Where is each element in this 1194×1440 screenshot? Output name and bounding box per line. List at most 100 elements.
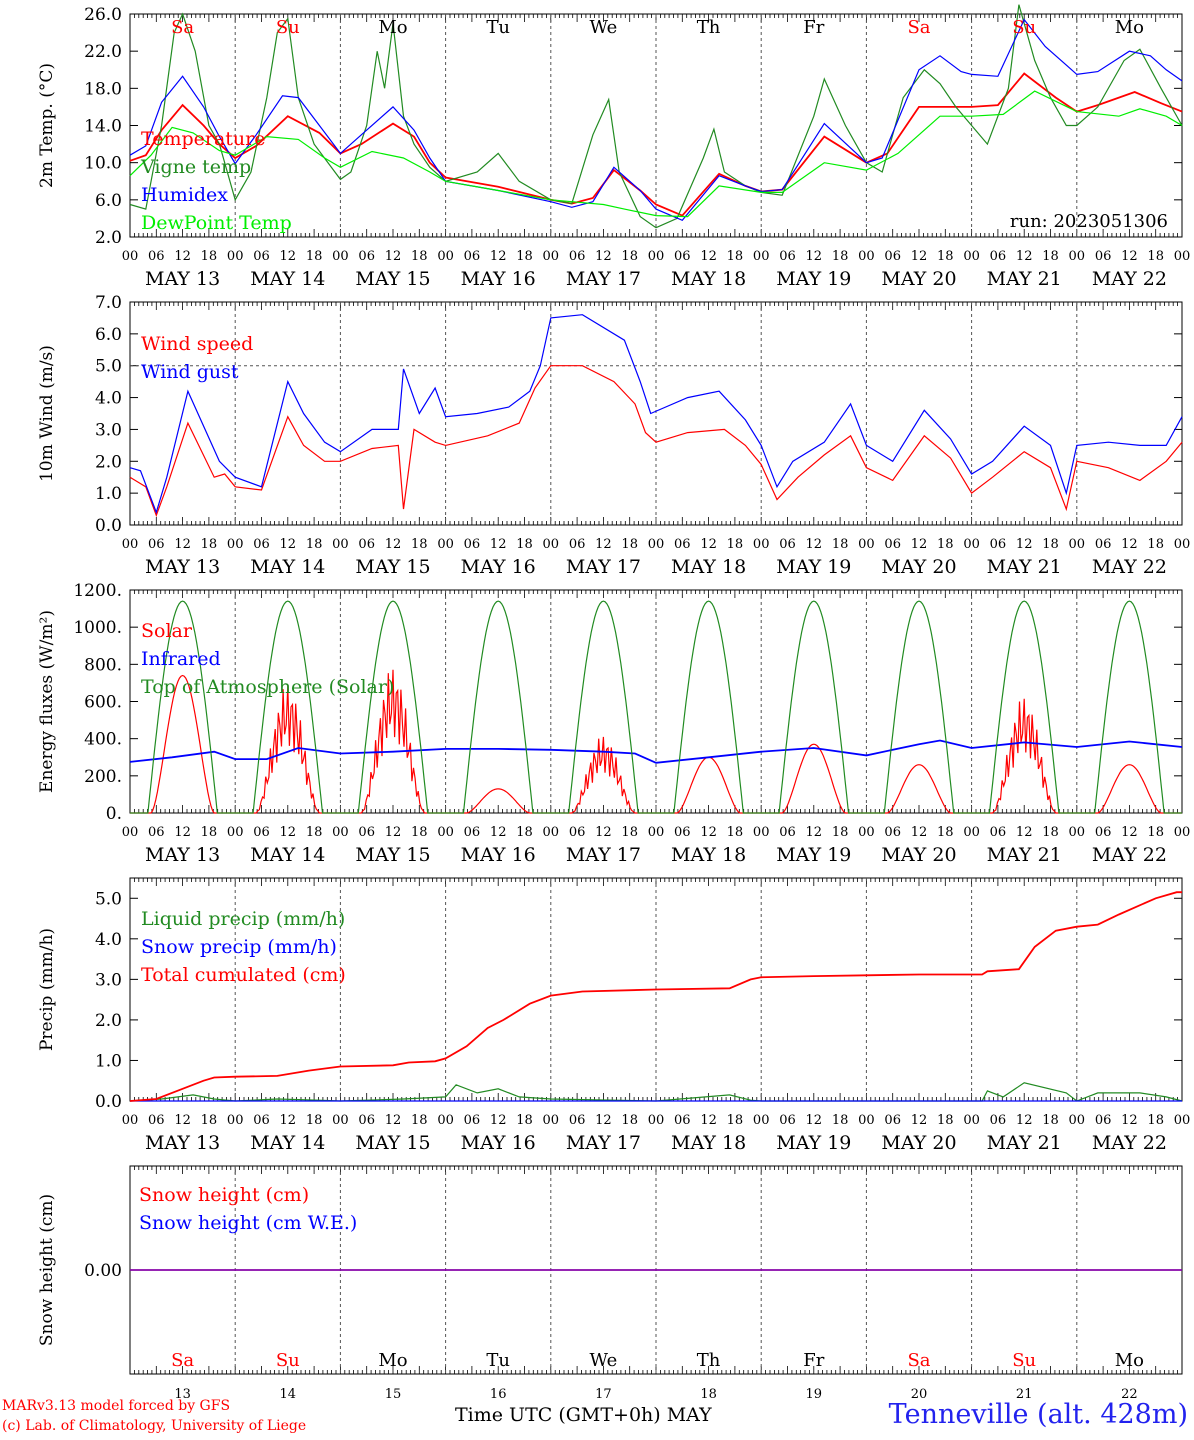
hour-tick-label: 00 — [122, 825, 139, 840]
hour-tick-label: 18 — [1042, 825, 1059, 840]
weekday-label: Th — [697, 17, 721, 38]
hour-tick-label: 06 — [464, 537, 481, 552]
hour-tick-label: 06 — [569, 249, 586, 264]
y-tick-label: 10.0 — [84, 154, 122, 174]
hour-tick-label: 06 — [674, 825, 691, 840]
date-label: MAY 21 — [987, 556, 1062, 578]
y-tick-label: 3.0 — [95, 420, 122, 440]
panel-2: 0.0 1.0 2.0 3.0 4.0 5.0 6.0 7.0 10m Wind (m/s) Wi… — [37, 293, 1190, 578]
time-ticks — [129, 1166, 1183, 1374]
legend-entry: DewPoint Temp — [141, 212, 292, 234]
hour-tick-label: 00 — [858, 1113, 875, 1128]
date-label: MAY 17 — [566, 268, 641, 290]
weekday-label: Sa — [171, 17, 194, 38]
hour-tick-label: 18 — [621, 537, 638, 552]
hour-tick-label: 00 — [227, 825, 244, 840]
hour-tick-label: 00 — [437, 537, 454, 552]
hour-tick-label: 12 — [174, 249, 191, 264]
y-axis-label: Snow height (cm) — [37, 1194, 57, 1346]
hour-tick-label: 12 — [280, 825, 297, 840]
hour-tick-label: 18 — [411, 537, 428, 552]
panel-4: 0.0 1.0 2.0 3.0 4.0 5.0 Precip (mm/h) Liquid pr… — [37, 877, 1190, 1154]
y-tick-label: 1200. — [73, 581, 122, 601]
hour-tick-label: 00 — [227, 1113, 244, 1128]
series-group — [129, 600, 1183, 814]
time-ticks — [129, 302, 1183, 525]
hour-tick-label: 00 — [543, 825, 560, 840]
hour-tick-label: 06 — [358, 825, 375, 840]
hour-tick-label: 12 — [806, 825, 823, 840]
date-label: MAY 22 — [1092, 556, 1167, 578]
hour-tick-label: 12 — [595, 249, 612, 264]
y-tick-label: 4.0 — [95, 930, 122, 950]
hour-tick-label: 06 — [358, 537, 375, 552]
y-tick-label: 0.0 — [95, 1092, 122, 1112]
y-tick-label: 400. — [84, 730, 122, 750]
hour-tick-label: 18 — [832, 537, 849, 552]
hour-tick-label: 00 — [332, 249, 349, 264]
hour-tick-label: 00 — [858, 249, 875, 264]
hour-tick-label: 18 — [727, 825, 744, 840]
hour-tick-label: 00 — [1174, 825, 1191, 840]
hour-tick-label: 06 — [990, 1113, 1007, 1128]
hour-tick-label: 06 — [1095, 1113, 1112, 1128]
series-line-2 — [130, 600, 1182, 814]
hour-tick-label: 00 — [543, 249, 560, 264]
hour-tick-label: 00 — [1069, 1113, 1086, 1128]
day-number-label: 15 — [385, 1387, 402, 1402]
hour-tick-label: 00 — [122, 537, 139, 552]
hour-tick-label: 18 — [516, 1113, 533, 1128]
hour-tick-label: 18 — [306, 825, 323, 840]
hour-tick-label: 00 — [963, 537, 980, 552]
hour-tick-label: 06 — [884, 537, 901, 552]
hour-tick-label: 00 — [648, 825, 665, 840]
hour-tick-label: 12 — [490, 825, 507, 840]
hour-tick-label: 12 — [280, 249, 297, 264]
date-label: MAY 20 — [881, 1132, 956, 1154]
hour-tick-label: 06 — [674, 249, 691, 264]
hour-tick-label: 06 — [1095, 249, 1112, 264]
hour-tick-label: 00 — [332, 825, 349, 840]
hour-tick-label: 18 — [306, 1113, 323, 1128]
y-tick-label: 5.0 — [95, 889, 122, 909]
weekday-label-bottom: Th — [697, 1350, 721, 1371]
hour-tick-label: 00 — [1069, 825, 1086, 840]
hour-tick-label: 12 — [700, 537, 717, 552]
date-label: MAY 15 — [355, 556, 430, 578]
hour-tick-label: 00 — [437, 1113, 454, 1128]
hour-tick-label: 06 — [779, 825, 796, 840]
hour-tick-label: 00 — [648, 537, 665, 552]
weekday-label-bottom: We — [590, 1350, 618, 1371]
hour-tick-label: 00 — [753, 1113, 770, 1128]
hour-tick-label: 06 — [464, 1113, 481, 1128]
hour-tick-label: 12 — [490, 1113, 507, 1128]
y-tick-label: 1.0 — [95, 1051, 122, 1071]
panel-3: 0. 200. 400. 600. 800. 1000. 1200. Energy fluxe… — [37, 581, 1190, 866]
hour-tick-label: 18 — [1147, 537, 1164, 552]
hour-tick-label: 06 — [148, 825, 165, 840]
weekday-label: Sa — [907, 17, 930, 38]
date-label: MAY 14 — [250, 844, 325, 866]
legend-entry: Infrared — [141, 648, 221, 670]
day-number-label: 21 — [1016, 1387, 1033, 1402]
y-tick-label: 2.0 — [95, 452, 122, 472]
date-label: MAY 13 — [145, 268, 220, 290]
hour-tick-label: 06 — [569, 825, 586, 840]
hour-tick-label: 12 — [595, 537, 612, 552]
hour-tick-label: 18 — [621, 249, 638, 264]
hour-tick-label: 00 — [227, 537, 244, 552]
hour-tick-label: 00 — [122, 249, 139, 264]
hour-tick-label: 12 — [911, 825, 928, 840]
series-line-0 — [129, 365, 1183, 518]
hour-tick-label: 12 — [385, 1113, 402, 1128]
station-name: Tenneville (alt. 428m) — [888, 1399, 1188, 1430]
hour-tick-label: 18 — [1147, 1113, 1164, 1128]
date-label: MAY 15 — [355, 844, 430, 866]
hour-tick-label: 18 — [832, 1113, 849, 1128]
hour-tick-label: 06 — [674, 1113, 691, 1128]
date-label: MAY 20 — [881, 556, 956, 578]
hour-tick-label: 12 — [1016, 825, 1033, 840]
weekday-label: Mo — [378, 17, 407, 38]
hour-tick-label: 18 — [201, 825, 218, 840]
hour-tick-label: 12 — [490, 537, 507, 552]
